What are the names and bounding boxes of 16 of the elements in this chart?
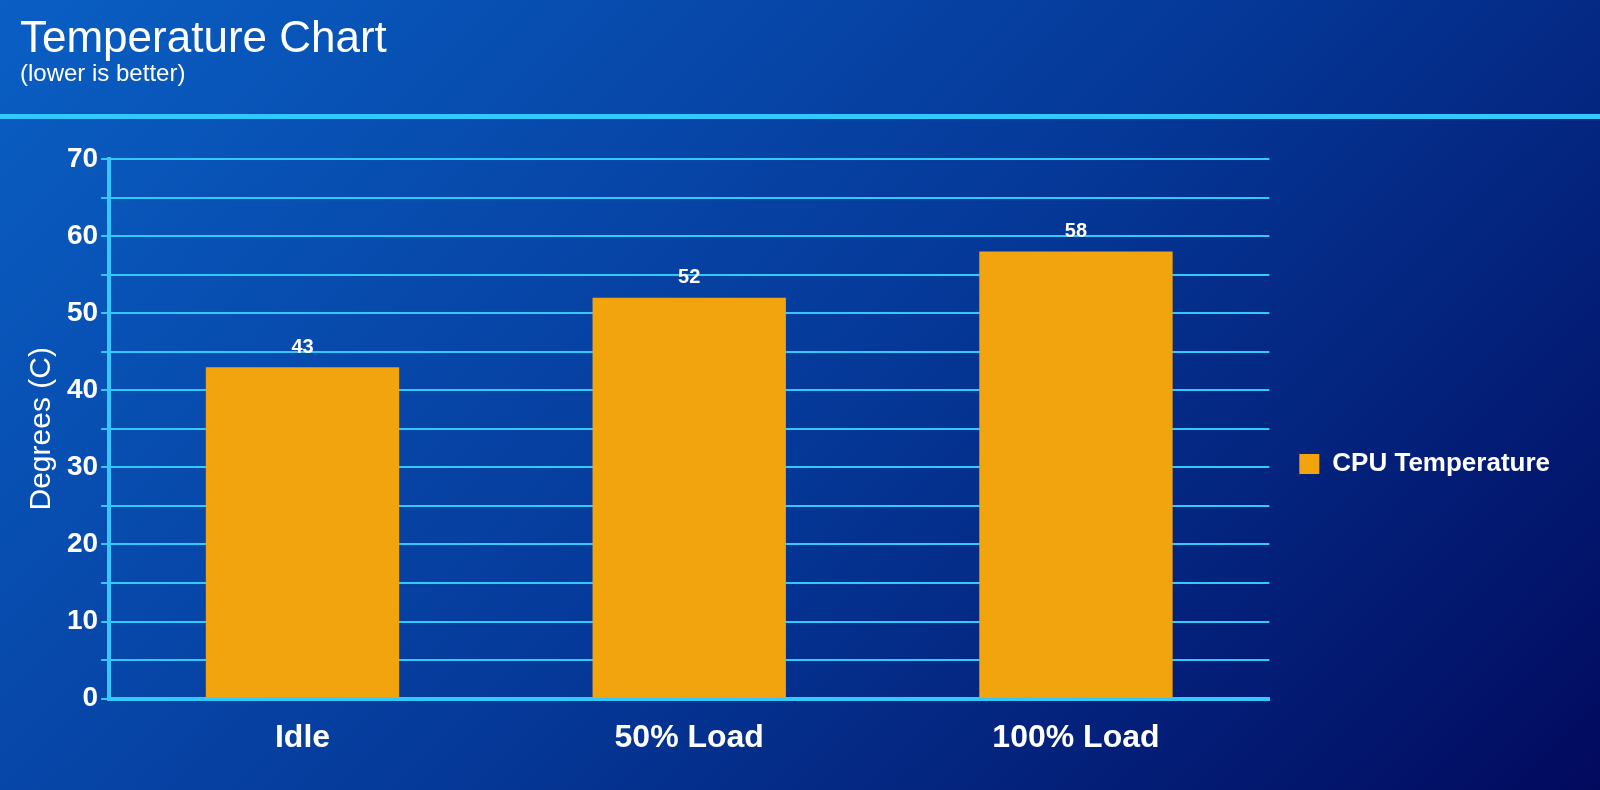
data-label: 43 (291, 334, 314, 357)
y-tick-label: 40 (66, 372, 99, 404)
y-tick-label: 10 (66, 604, 99, 636)
y-tick-label: 20 (66, 527, 99, 559)
y-tick-label: 60 (66, 218, 99, 250)
data-label: 52 (678, 265, 701, 288)
y-tick-label: 50 (66, 295, 99, 327)
legend-label: CPU Temperature (1332, 447, 1550, 478)
x-tick-label: Idle (274, 717, 331, 754)
y-axis-title: Degrees (C) (23, 347, 57, 511)
x-tick-label: 50% Load (614, 717, 764, 754)
chart-title: Temperature Chart (20, 12, 388, 61)
y-tick-label: 0 (82, 681, 99, 713)
y-tick-label: 70 (66, 141, 99, 173)
x-tick-label: 100% Load (992, 717, 1160, 754)
y-tick-label: 30 (66, 450, 99, 482)
